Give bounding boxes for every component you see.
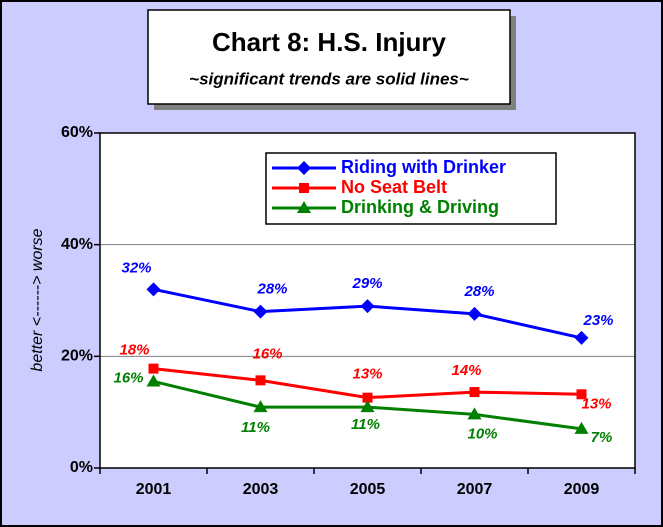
data-label: 29% [351, 275, 382, 292]
x-tick-label: 2009 [564, 481, 600, 498]
data-label: 13% [352, 366, 382, 383]
data-label: 28% [463, 283, 494, 300]
data-label: 16% [113, 369, 143, 386]
data-label: 28% [256, 281, 287, 298]
marker [574, 421, 589, 434]
marker [146, 282, 161, 297]
legend-label: Riding with Drinker [341, 157, 506, 177]
marker [146, 374, 161, 387]
marker [574, 330, 589, 345]
marker [360, 400, 375, 413]
marker [576, 389, 587, 400]
y-tick-label: 40% [61, 236, 93, 253]
marker [299, 183, 309, 193]
data-label: 23% [582, 312, 613, 329]
marker [467, 407, 482, 420]
marker [253, 400, 268, 413]
marker [255, 375, 266, 386]
data-label: 11% [351, 416, 380, 433]
marker [148, 363, 159, 374]
marker [297, 201, 311, 213]
x-tick-label: 2001 [136, 481, 172, 498]
y-tick-label: 20% [61, 348, 93, 365]
marker [469, 387, 480, 398]
marker [253, 304, 268, 319]
marker [360, 299, 375, 314]
data-label: 7% [591, 429, 613, 446]
y-axis-label: better <------> worse [29, 228, 46, 371]
legend-label: No Seat Belt [341, 177, 447, 197]
chart-subtitle: ~significant trends are solid lines~ [189, 69, 469, 88]
data-label: 32% [121, 259, 151, 276]
data-label: 10% [467, 425, 497, 442]
x-tick-label: 2005 [350, 481, 386, 498]
title-box [147, 9, 511, 105]
marker [467, 306, 482, 321]
legend-label: Drinking & Driving [341, 197, 499, 217]
plot-frame [99, 132, 636, 469]
y-tick-label: 0% [70, 459, 93, 476]
marker [362, 392, 373, 403]
data-label: 18% [119, 342, 149, 359]
data-label: 11% [241, 419, 270, 436]
data-label: 13% [581, 395, 611, 412]
marker [297, 161, 311, 175]
x-tick-label: 2003 [243, 481, 279, 498]
x-tick-label: 2007 [457, 481, 493, 498]
data-label: 16% [252, 345, 282, 362]
chart-title: Chart 8: H.S. Injury [212, 27, 447, 57]
y-tick-label: 60% [61, 124, 93, 141]
data-label: 14% [451, 362, 481, 379]
